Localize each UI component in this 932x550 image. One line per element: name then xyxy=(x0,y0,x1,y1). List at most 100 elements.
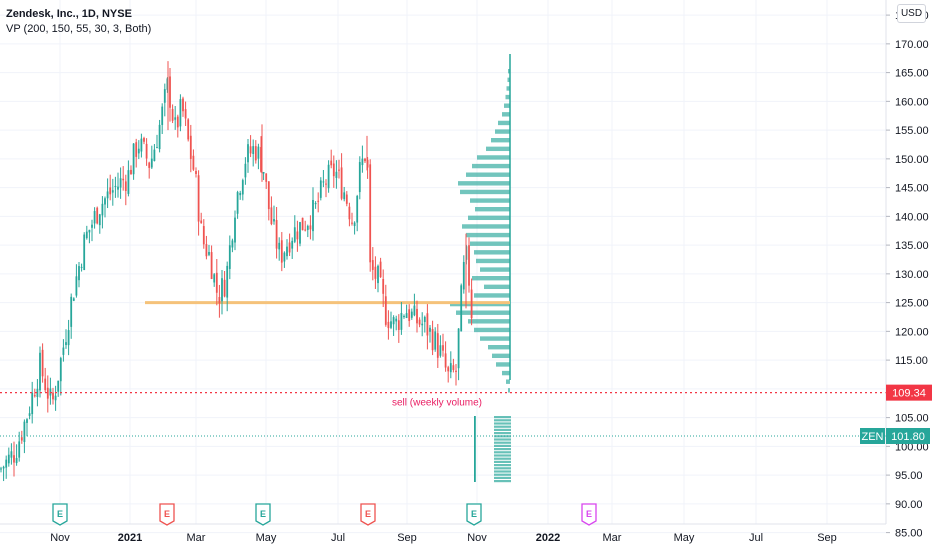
candle-body xyxy=(301,217,304,231)
candle-body xyxy=(306,225,309,230)
candle-body xyxy=(161,106,164,125)
y-tick-label: 160.00 xyxy=(895,96,929,108)
y-tick-label: 135.00 xyxy=(895,240,929,252)
x-tick-label: Mar xyxy=(187,532,206,544)
candle-body xyxy=(59,358,62,382)
candle-body xyxy=(423,316,426,323)
candle-body xyxy=(267,181,270,210)
weekly-volume-bar xyxy=(474,416,476,482)
weekly-volume-profile-bar xyxy=(494,457,511,460)
candle-body xyxy=(104,198,106,205)
candle-body xyxy=(392,317,395,325)
candle-body xyxy=(361,158,364,166)
candle-body xyxy=(122,178,125,181)
weekly-volume-profile-bar xyxy=(494,451,511,454)
vp-bar xyxy=(488,345,510,350)
candle-body xyxy=(374,266,377,279)
x-tick-label: Mar xyxy=(603,532,622,544)
candle-body xyxy=(236,192,239,214)
candle-body xyxy=(410,311,413,318)
earnings-badge-shape xyxy=(360,503,376,526)
candle-body xyxy=(101,203,104,216)
y-tick-label: 155.00 xyxy=(895,125,929,137)
candle-body xyxy=(46,387,49,399)
earnings-marker[interactable]: E xyxy=(581,503,597,526)
candle-body xyxy=(228,245,231,269)
candle-body xyxy=(460,285,463,332)
vp-bar xyxy=(495,129,510,134)
candle-body xyxy=(189,135,192,159)
candle-body xyxy=(117,186,119,190)
weekly-volume-profile-bar xyxy=(494,467,511,470)
y-tick-label: 165.00 xyxy=(895,68,929,80)
candle-body xyxy=(408,309,411,322)
candle-body xyxy=(299,222,301,244)
vp-bar xyxy=(470,241,510,246)
candle-body xyxy=(249,146,252,154)
candle-body xyxy=(70,296,73,327)
vp-bar xyxy=(466,232,510,238)
candle-body xyxy=(80,266,83,268)
candle-body xyxy=(39,352,41,391)
candle-body xyxy=(260,147,262,172)
earnings-marker[interactable]: E xyxy=(52,503,68,526)
candle-body xyxy=(234,217,236,243)
candle-body xyxy=(257,146,260,159)
earnings-marker[interactable]: E xyxy=(255,503,271,526)
vp-bar xyxy=(506,379,510,384)
candle-body xyxy=(247,144,249,163)
y-tick-label: 100.00 xyxy=(895,441,929,453)
candle-body xyxy=(184,109,187,119)
candle-body xyxy=(312,199,314,232)
candle-body xyxy=(382,279,385,294)
candle-body xyxy=(18,441,21,458)
indicator-legend[interactable]: VP (200, 150, 55, 30, 3, Both) xyxy=(6,23,152,35)
weekly-volume-profile-bar xyxy=(494,460,511,463)
candle-body xyxy=(171,109,174,121)
candle-body xyxy=(10,451,13,458)
candle-body xyxy=(127,170,130,194)
candle-body xyxy=(31,392,34,415)
y-tick-label: 140.00 xyxy=(895,211,929,223)
candle-body xyxy=(291,240,294,249)
earnings-marker[interactable]: E xyxy=(466,503,482,526)
candle-body xyxy=(343,192,346,200)
candle-body xyxy=(202,226,205,245)
vp-bar xyxy=(458,181,510,186)
weekly-volume-profile-bar xyxy=(494,444,511,447)
price-levels: sell (weekly volume) xyxy=(0,391,886,437)
candles[interactable] xyxy=(0,61,473,482)
candle-body xyxy=(153,149,156,162)
candle-body xyxy=(273,219,275,222)
candle-body xyxy=(262,171,265,174)
candle-body xyxy=(88,229,91,233)
candle-body xyxy=(36,388,39,398)
candle-body xyxy=(13,455,15,463)
candle-body xyxy=(218,297,221,304)
earnings-badge-label: E xyxy=(57,509,63,519)
candle-body xyxy=(83,234,86,271)
candle-body xyxy=(387,321,390,329)
candle-body xyxy=(444,353,447,368)
candle-body xyxy=(457,328,460,369)
candle-body xyxy=(176,116,179,128)
y-tick-label: 85.00 xyxy=(895,528,923,540)
vp-bar xyxy=(472,163,510,169)
x-tick-label: Sep xyxy=(397,532,417,544)
earnings-marker[interactable]: E xyxy=(159,503,175,526)
candle-body xyxy=(0,468,2,470)
candle-body xyxy=(377,265,379,284)
candle-body xyxy=(169,76,171,108)
candle-body xyxy=(304,229,307,231)
currency-button[interactable]: USD xyxy=(897,4,926,23)
sell-price-tag-label: 109.34 xyxy=(892,388,926,400)
weekly-volume-profile-bar xyxy=(494,454,511,457)
weekly-volume-profile-bar xyxy=(494,438,511,441)
earnings-marker[interactable]: E xyxy=(360,503,376,526)
vp-bar xyxy=(502,112,510,117)
weekly-volume-profile-bar xyxy=(494,425,511,428)
candle-body xyxy=(91,224,93,228)
candle-body xyxy=(421,323,424,326)
